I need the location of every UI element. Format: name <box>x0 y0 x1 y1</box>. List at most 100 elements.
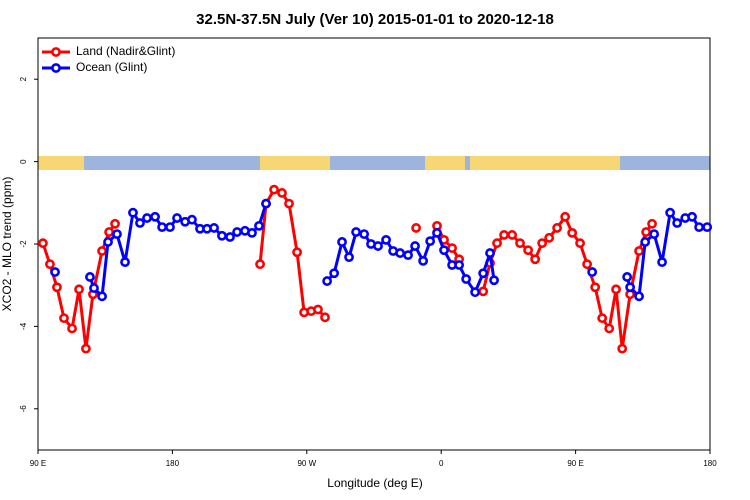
point <box>418 255 429 266</box>
point <box>337 237 347 247</box>
point <box>104 227 114 237</box>
point <box>461 274 472 284</box>
point <box>530 254 541 265</box>
point <box>217 230 227 241</box>
point <box>492 238 502 249</box>
point <box>641 227 651 237</box>
point <box>694 222 704 233</box>
point <box>225 232 235 242</box>
land-band <box>38 156 84 170</box>
point <box>50 267 60 277</box>
point <box>597 313 608 324</box>
x-tick-label: 90 E <box>567 459 583 468</box>
point <box>97 246 107 256</box>
point <box>478 286 489 297</box>
point <box>611 284 621 295</box>
point <box>59 313 69 324</box>
chart-title: 32.5N-37.5N July (Ver 10) 2015-01-01 to … <box>196 11 554 28</box>
point <box>544 232 555 243</box>
x-axis-label: Longitude (deg E) <box>327 476 422 490</box>
point <box>322 276 333 286</box>
point <box>255 259 265 270</box>
point <box>232 227 242 237</box>
point <box>135 218 145 228</box>
point <box>575 238 585 249</box>
point <box>320 312 330 323</box>
point <box>537 238 548 249</box>
point <box>120 257 130 268</box>
legend-label: Ocean (Glint) <box>76 60 147 74</box>
point <box>687 211 697 222</box>
point <box>634 291 644 302</box>
point <box>85 272 95 282</box>
point <box>52 282 62 293</box>
y-tick-label: -4 <box>19 322 28 330</box>
point <box>74 284 84 295</box>
x-tick-label: 180 <box>703 459 717 468</box>
point <box>165 222 175 233</box>
point <box>499 230 509 240</box>
point <box>439 245 449 256</box>
point <box>410 241 420 251</box>
point <box>67 323 77 334</box>
point <box>617 343 628 354</box>
y-axis-label: XCO2 - MLO trend (ppm) <box>0 177 14 312</box>
point <box>634 246 644 256</box>
point <box>254 220 264 231</box>
point <box>432 227 442 238</box>
point <box>649 229 660 240</box>
point <box>647 218 657 229</box>
point <box>81 343 91 354</box>
land-ocean-band <box>38 156 710 170</box>
x-tick-label: 180 <box>166 459 180 468</box>
point <box>313 304 323 315</box>
point <box>351 227 361 237</box>
point <box>587 267 598 277</box>
point <box>403 250 413 261</box>
point <box>45 259 55 270</box>
point <box>523 245 534 256</box>
point <box>604 323 615 334</box>
y-tick-label: -2 <box>19 240 28 248</box>
point <box>381 234 391 245</box>
land-band <box>260 156 330 170</box>
point <box>103 237 113 247</box>
point <box>261 198 271 209</box>
point <box>128 207 138 218</box>
point <box>489 275 499 286</box>
land-band <box>425 156 465 170</box>
point <box>640 237 651 247</box>
point <box>269 184 279 195</box>
point <box>329 268 340 279</box>
x-tick-label: 90 W <box>297 459 316 468</box>
point <box>284 198 294 209</box>
legend-marker <box>51 47 61 57</box>
point <box>454 260 465 270</box>
point <box>560 211 571 222</box>
point <box>657 257 667 268</box>
point <box>702 222 713 233</box>
x-tick-label: 90 E <box>30 459 46 468</box>
land-band <box>470 156 620 170</box>
point <box>172 213 182 223</box>
point <box>470 287 480 298</box>
point <box>411 223 422 233</box>
point <box>97 291 107 302</box>
point <box>373 241 383 251</box>
point <box>187 214 197 225</box>
point <box>447 243 458 254</box>
point <box>507 230 518 240</box>
point <box>292 247 302 258</box>
point <box>277 188 287 198</box>
point <box>142 213 152 223</box>
point <box>567 227 578 238</box>
point <box>395 248 406 258</box>
x-tick-label: 0 <box>439 459 444 468</box>
point <box>590 282 601 293</box>
point <box>622 272 633 282</box>
point <box>672 218 683 228</box>
point <box>478 268 489 279</box>
point <box>38 238 48 249</box>
legend-label: Land (Nadir&Glint) <box>76 44 175 58</box>
